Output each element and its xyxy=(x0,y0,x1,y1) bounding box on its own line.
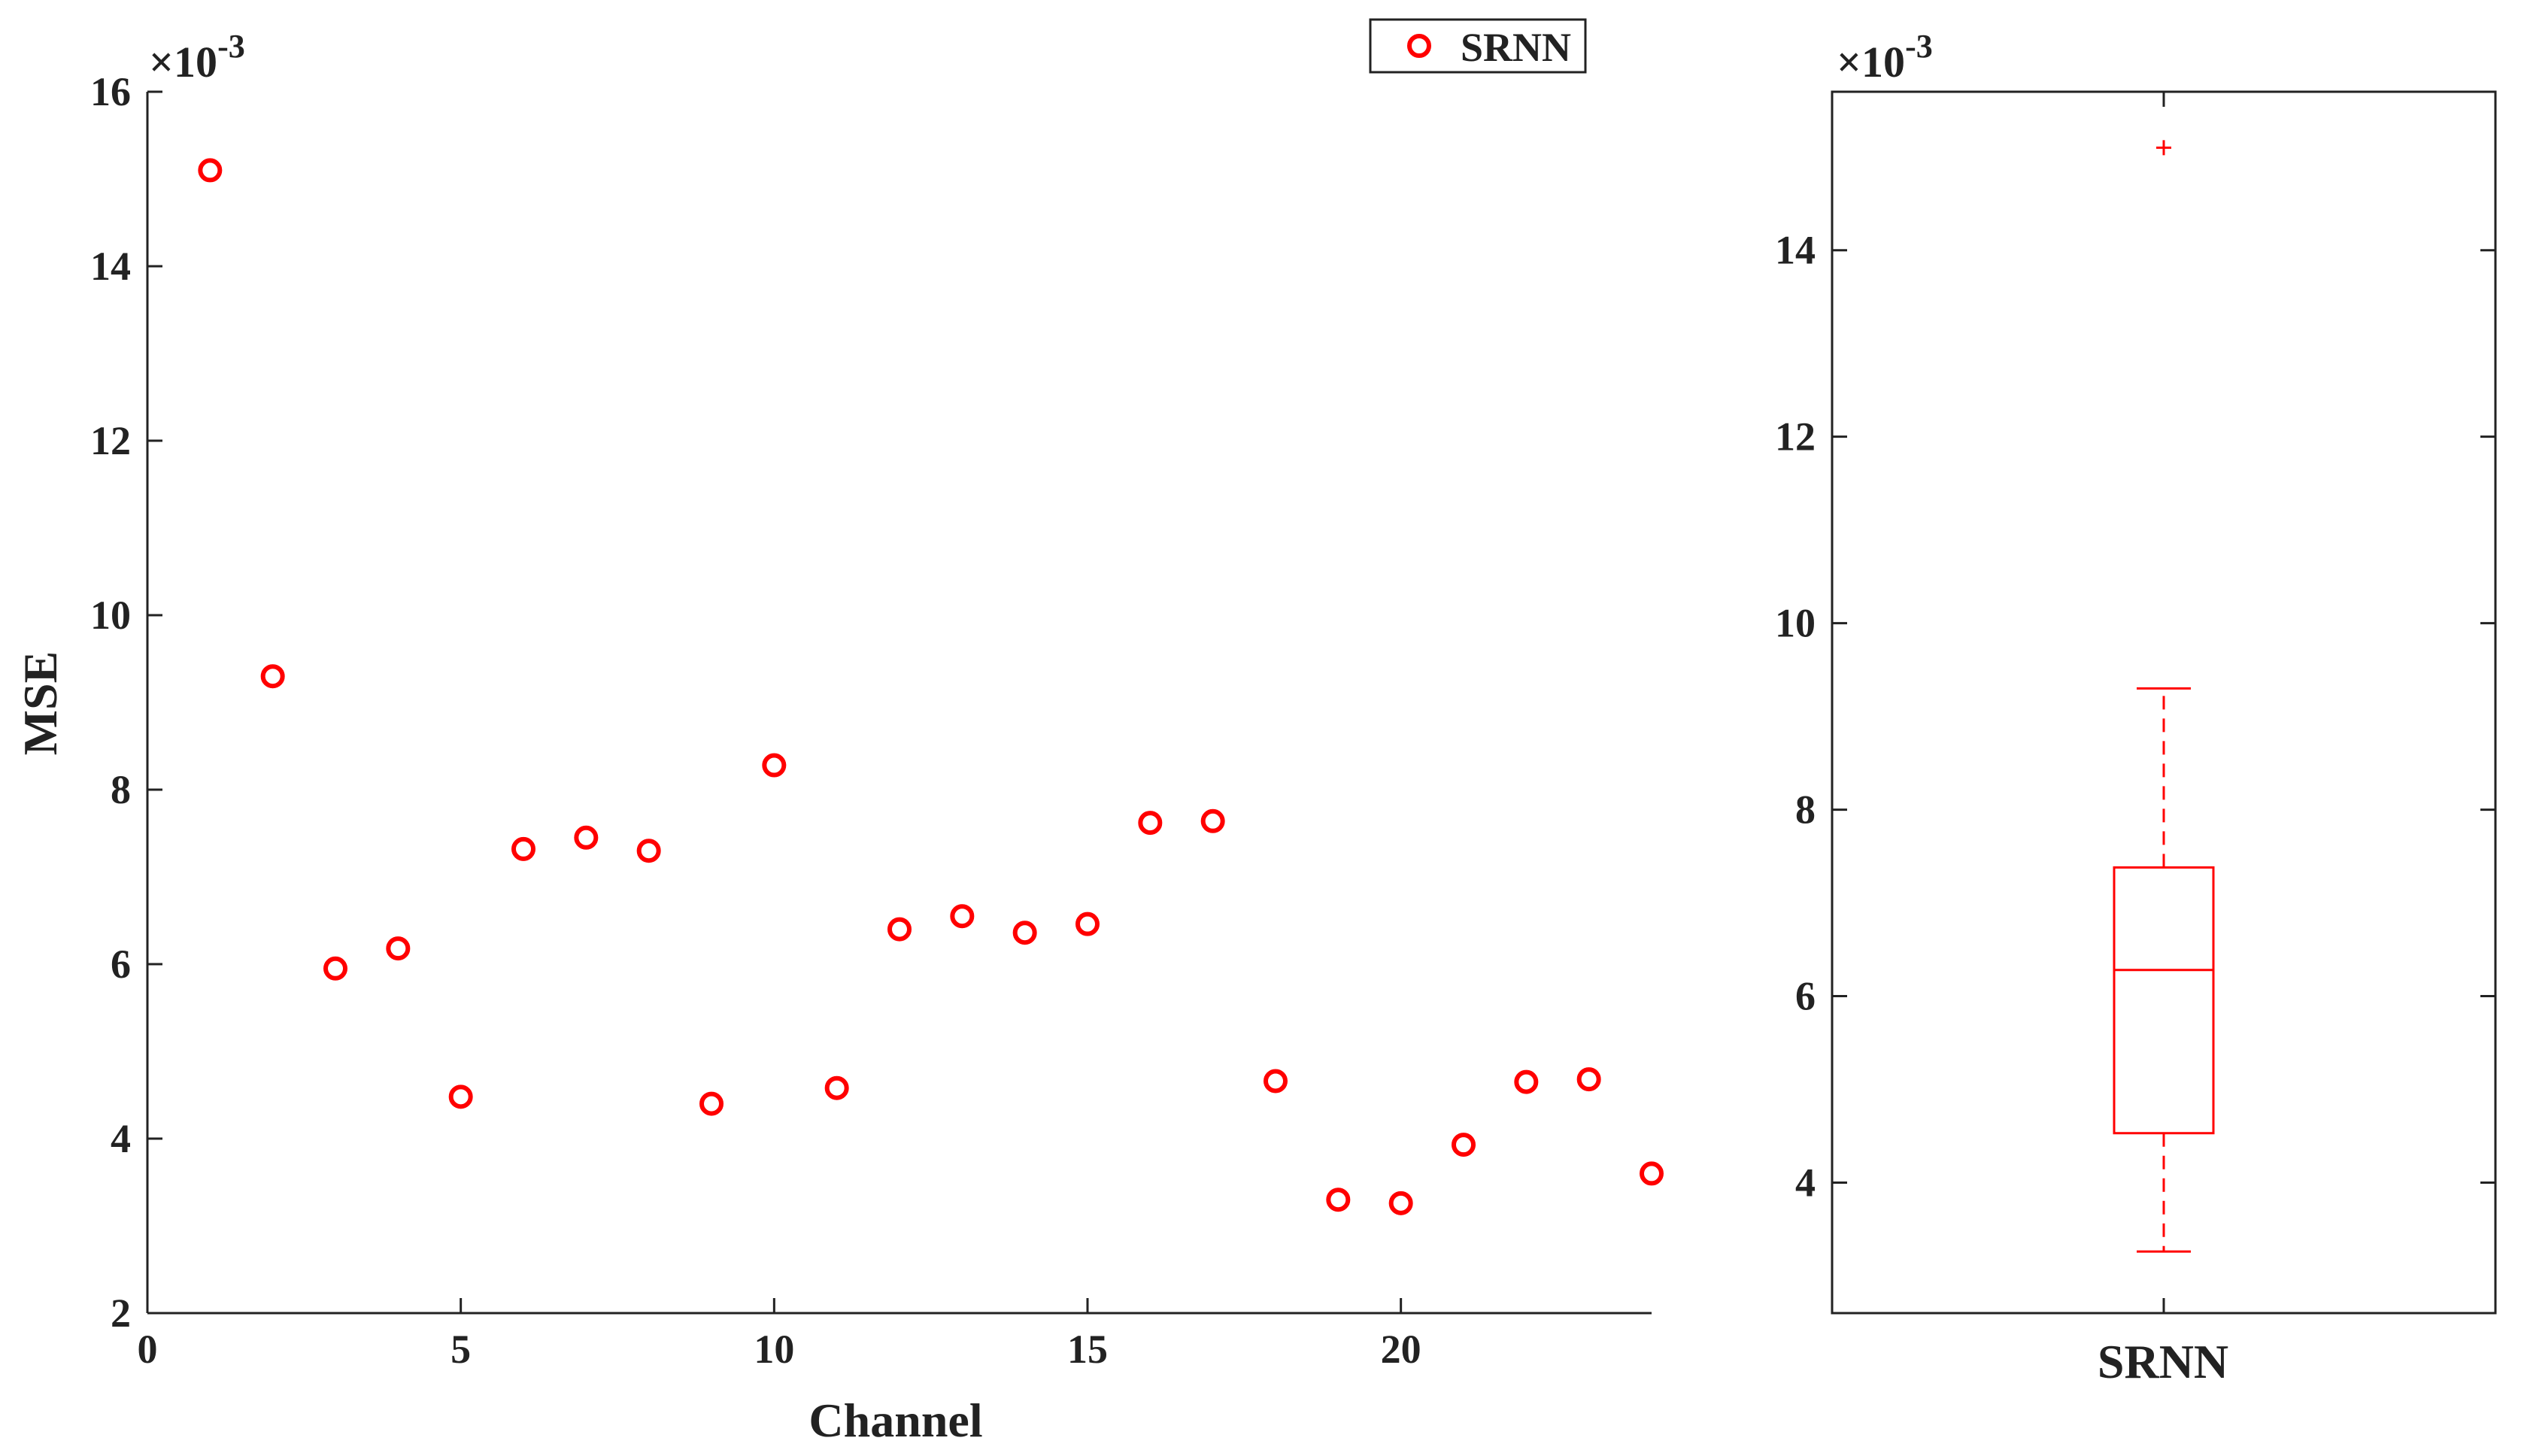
scatter-point xyxy=(824,1075,849,1100)
scatter-exponent-power: -3 xyxy=(217,28,245,65)
scatter-point xyxy=(762,753,787,778)
box-y-tick-label: 14 xyxy=(1775,228,1816,273)
scatter-point xyxy=(386,936,411,961)
box-iqr xyxy=(2113,866,2215,1135)
scatter-point xyxy=(260,664,285,689)
scatter-point xyxy=(1264,1069,1288,1094)
box-y-tick-label: 6 xyxy=(1795,974,1816,1019)
scatter-ylabel: MSE xyxy=(14,651,67,756)
box-y-tick-label: 10 xyxy=(1775,601,1816,646)
box-y-tick-label: 8 xyxy=(1795,787,1816,833)
scatter-y-tick-label: 16 xyxy=(90,69,131,114)
legend-label: SRNN xyxy=(1461,25,1571,70)
scatter-point xyxy=(448,1084,473,1109)
scatter-xlabel: Channel xyxy=(808,1394,982,1447)
scatter-points xyxy=(198,158,1664,1215)
box-outlier xyxy=(2156,140,2171,156)
box-axes: 4 6 8 10 12 14 xyxy=(1775,92,2495,1313)
box-exponent-power: -3 xyxy=(1905,28,1933,65)
scatter-point xyxy=(574,825,599,850)
legend-box xyxy=(1369,18,1587,74)
scatter-point xyxy=(1452,1133,1476,1157)
legend-marker xyxy=(1407,34,1431,58)
scatter-y-tick-label: 2 xyxy=(111,1291,131,1336)
scatter-exponent-base: ×10 xyxy=(149,38,217,86)
scatter-point xyxy=(1138,811,1163,836)
scatter-x-tick-label: 15 xyxy=(1067,1327,1108,1372)
scatter-x-tick-label: 10 xyxy=(754,1327,794,1372)
scatter-y-tick-label: 4 xyxy=(111,1116,131,1161)
box-y-tick-label: 4 xyxy=(1795,1160,1816,1205)
box-exponent-base: ×10 xyxy=(1837,38,1905,86)
scatter-point xyxy=(699,1091,724,1116)
scatter-point xyxy=(511,836,535,861)
box-y-tick-label: 12 xyxy=(1775,414,1816,460)
scatter-point xyxy=(1514,1069,1539,1094)
scatter-point xyxy=(1075,912,1100,936)
scatter-point xyxy=(1576,1067,1601,1092)
scatter-point xyxy=(636,839,661,863)
box-category-label: SRNN xyxy=(2098,1335,2228,1388)
scatter-y-tick-label: 10 xyxy=(90,593,131,638)
scatter-exponent: ×10-3 xyxy=(149,28,245,86)
scatter-point xyxy=(950,904,975,929)
scatter-y-tick-label: 8 xyxy=(111,767,131,812)
box-exponent: ×10-3 xyxy=(1837,28,1933,86)
scatter-point xyxy=(198,158,223,183)
scatter-x-tick-label: 5 xyxy=(451,1327,471,1372)
box-panel: 4 6 8 10 12 14 SRNN ×10-3 xyxy=(1775,28,2497,1388)
scatter-point xyxy=(1012,921,1037,945)
scatter-y-tick-label: 14 xyxy=(90,244,131,289)
scatter-point xyxy=(1640,1161,1664,1186)
scatter-x-tick-label: 0 xyxy=(138,1327,158,1372)
scatter-point xyxy=(1388,1191,1413,1215)
scatter-panel: 0 5 10 15 20 2 4 6 8 10 12 14 16 Channel MSE ×10-3 S… xyxy=(14,18,1664,1447)
scatter-point xyxy=(323,956,347,981)
scatter-point xyxy=(1326,1188,1351,1212)
legend: SRNN xyxy=(1369,18,1587,74)
box-plot xyxy=(2113,140,2215,1253)
scatter-y-tick-label: 12 xyxy=(90,418,131,463)
scatter-axes: 0 5 10 15 20 2 4 6 8 10 12 14 16 xyxy=(90,69,1652,1372)
scatter-y-tick-label: 6 xyxy=(111,942,131,987)
scatter-x-tick-label: 20 xyxy=(1381,1327,1421,1372)
scatter-point xyxy=(887,917,912,942)
scatter-point xyxy=(1200,808,1225,833)
